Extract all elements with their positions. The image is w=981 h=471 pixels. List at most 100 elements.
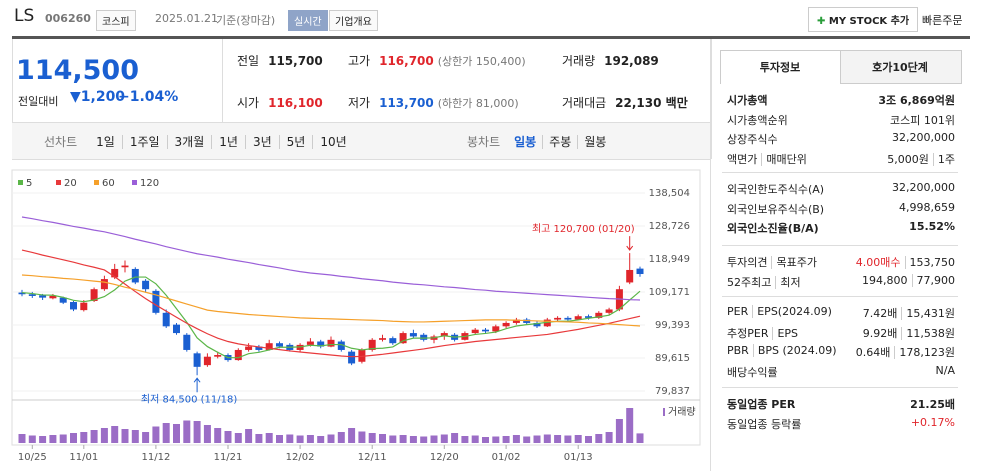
- period-item[interactable]: 일봉: [514, 135, 537, 149]
- stat-label: 저가: [348, 96, 371, 110]
- y-tick-label: 99,393: [655, 320, 690, 331]
- volume-bar: [317, 436, 325, 443]
- panel-label: 외국인한도주식수(A): [727, 181, 824, 197]
- panel-label: 상장주식수: [727, 131, 778, 147]
- volume-bar: [121, 429, 129, 443]
- panel-value: +0.17%: [911, 416, 955, 429]
- panel-label: 추정PER EPS: [727, 325, 799, 341]
- candle-body: [306, 341, 314, 345]
- candle-body: [173, 324, 180, 334]
- candle-body: [337, 341, 345, 350]
- period-item[interactable]: 3개월: [166, 135, 212, 149]
- volume-bar: [193, 421, 201, 443]
- period-label: 봉차트: [467, 135, 501, 149]
- candle-body: [389, 338, 397, 344]
- value: 5,000원: [887, 152, 929, 166]
- volume-bar: [183, 420, 191, 443]
- label: 배당수익률: [727, 365, 778, 379]
- volume-bar: [327, 434, 335, 443]
- period-item[interactable]: 1일: [96, 135, 115, 149]
- label: 외국인소진율(B/A): [727, 222, 819, 235]
- period-bar: [12, 122, 710, 160]
- volume-bar: [255, 434, 263, 443]
- panel-label: 동일업종 등락률: [727, 416, 801, 432]
- period-row: 선차트 1일 1주일 3개월 1년 3년 5년 10년: [44, 133, 354, 150]
- volume-bar: [543, 434, 551, 443]
- candle-body: [214, 355, 222, 357]
- candle-body: [28, 294, 36, 296]
- candle-body: [183, 334, 191, 350]
- candle-body: [543, 319, 551, 327]
- candle-body: [636, 268, 644, 275]
- period-item[interactable]: 월봉: [577, 135, 613, 149]
- min-arrow: [193, 377, 201, 393]
- quick-order[interactable]: 빠른주문: [922, 14, 963, 27]
- stat-label: 고가: [348, 54, 371, 68]
- tab[interactable]: 투자정보: [759, 61, 801, 74]
- candle-body: [595, 312, 603, 318]
- panel-label: 외국인보유주식수(B): [727, 201, 824, 217]
- period-item[interactable]: 1주일: [121, 135, 167, 149]
- period-item[interactable]: 5년: [278, 135, 313, 149]
- label2: BPS (2024.09): [752, 344, 837, 357]
- volume-bar: [59, 434, 67, 443]
- volume-bar: [265, 433, 273, 443]
- volume-bar: [162, 423, 170, 443]
- volume-bar: [409, 436, 417, 443]
- label: 투자의견: [727, 256, 768, 269]
- volume-bar: [173, 424, 180, 443]
- label: 시가총액순위: [727, 113, 788, 127]
- realtime-badge[interactable]: 실시간: [288, 10, 328, 31]
- value: 4.00매수: [855, 256, 901, 269]
- value: 0.64배: [855, 346, 891, 359]
- tab[interactable]: 호가10단계: [872, 61, 928, 74]
- ma-line: [21, 216, 641, 301]
- value: 4,998,659: [899, 200, 955, 214]
- overview-button[interactable]: 기업개요: [329, 10, 378, 31]
- stat-note: (하한가 81,000): [437, 97, 519, 110]
- period-item[interactable]: 1년: [211, 135, 245, 149]
- stat-label: 거래대금: [562, 96, 607, 110]
- period-item[interactable]: 3년: [244, 135, 279, 149]
- panel-label: 시가총액: [727, 92, 767, 108]
- volume-bar: [245, 429, 253, 443]
- chart-frame: [11, 169, 701, 446]
- min-annotation: 최저 84,500 (11/18): [141, 393, 237, 405]
- label: 동일업종 PER: [727, 398, 796, 411]
- basis: 기준(장마감): [216, 14, 276, 27]
- ma-line: [21, 274, 641, 327]
- stat-label: 시가: [237, 96, 260, 110]
- panel-value: 21.25배: [910, 396, 955, 412]
- max-annotation: 최고 120,700 (01/20): [532, 223, 635, 235]
- volume-bar: [512, 435, 520, 443]
- top-rule: [12, 36, 970, 39]
- panel-separator: [722, 296, 958, 297]
- candle-body: [523, 319, 531, 323]
- period-item[interactable]: 10년: [312, 135, 354, 149]
- volume-bar: [152, 426, 160, 443]
- value: 코스피 101위: [890, 113, 955, 127]
- mystock-text: MY STOCK 추가: [828, 16, 910, 27]
- panel-value: 15.52%: [909, 220, 955, 233]
- period-item[interactable]: 주봉: [542, 135, 578, 149]
- candle-body: [142, 280, 150, 290]
- mystock-button[interactable]: ✚ MY STOCK 추가: [808, 7, 919, 32]
- panel-label: 액면가 매매단위: [727, 151, 807, 167]
- stat-note: (상한가 150,400): [437, 55, 526, 68]
- volume-bar: [615, 419, 623, 443]
- volume-bar: [585, 436, 592, 443]
- panel-value: 7.42배 15,431원: [863, 305, 955, 321]
- change: ▼1,200: [70, 89, 126, 105]
- chart: 138,504 128,726 118,949 109,171 99,393 89,615…: [11, 169, 701, 463]
- x-tick-label: 12/20: [430, 452, 459, 463]
- candle-body: [564, 317, 572, 320]
- stat: 전일 115,700: [237, 52, 323, 69]
- value2: 153,750: [904, 256, 955, 269]
- panel-value: 32,200,000: [892, 181, 955, 194]
- candle-body: [399, 333, 407, 344]
- candle-body: [574, 316, 582, 320]
- volume-bar: [358, 431, 366, 443]
- stat-value: 116,700: [379, 54, 434, 68]
- label: 외국인한도주식수(A): [727, 183, 825, 196]
